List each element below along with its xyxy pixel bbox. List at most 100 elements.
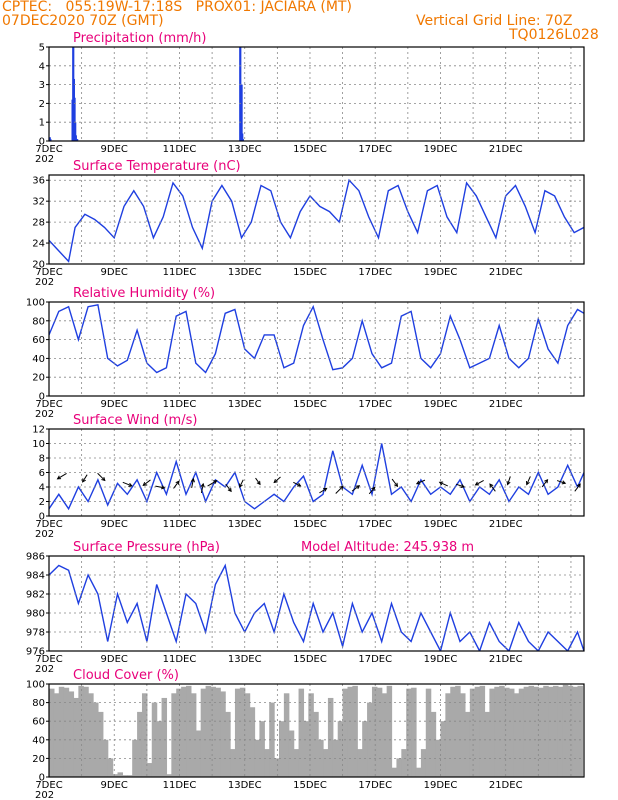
series-rh [49, 303, 584, 374]
y-tick-label: 2 [39, 497, 45, 508]
y-tick-label: 20 [32, 754, 45, 765]
x-tick-label: 15DEC [293, 267, 327, 278]
x-tick-label: 19DEC [424, 267, 458, 278]
wind-arrow-head [371, 486, 376, 492]
x-tick-label: 11DEC [163, 519, 197, 530]
cloud-bar [73, 697, 79, 777]
cloud-bar [107, 758, 114, 777]
x-tick-label: 17DEC [358, 780, 392, 791]
cloud-bar [141, 693, 148, 777]
cloud-bar [171, 693, 177, 777]
wind-arrow [507, 476, 511, 485]
x-year-label: 202 [35, 277, 54, 288]
cloud-bar [584, 685, 589, 777]
cloud-bar [362, 721, 368, 777]
precip-bar [74, 135, 77, 141]
x-tick-label: 9DEC [101, 267, 128, 278]
cloud-bar [288, 730, 295, 777]
x-tick-label: 17DEC [358, 654, 392, 665]
x-tick-label: 17DEC [358, 267, 392, 278]
cloud-bar [484, 711, 490, 777]
cloud-bar [49, 688, 55, 777]
series-wind [49, 443, 584, 511]
cloud-bar [499, 685, 505, 777]
y-tick-label: 6 [39, 468, 45, 479]
cloud-bar [548, 686, 554, 777]
wind-arrow-head [213, 480, 218, 484]
x-tick-label: 13DEC [228, 519, 262, 530]
cloud-bar [244, 693, 251, 777]
cloud-bar [249, 707, 256, 777]
x-tick-label: 15DEC [293, 399, 327, 410]
wind-arrow-head [200, 482, 205, 488]
wind-arrow [97, 472, 106, 481]
cloud-bar [513, 693, 520, 777]
y-tick-label: 40 [32, 354, 45, 365]
cloud-bar [283, 693, 290, 777]
x-tick-label: 15DEC [293, 654, 327, 665]
wind-arrow [207, 480, 217, 487]
cloud-bar [254, 739, 261, 777]
cloud-bar [357, 749, 363, 777]
y-tick-label: 20 [32, 373, 45, 384]
cloud-bar [195, 730, 202, 777]
y-tick-label: 4 [39, 483, 45, 494]
wind-arrow-head [142, 481, 147, 486]
wind-arrow [475, 479, 484, 486]
x-tick-label: 21DEC [489, 267, 523, 278]
cloud-bar [567, 685, 574, 777]
wind-arrow-head [415, 480, 421, 485]
x-tick-label: 19DEC [424, 144, 458, 155]
cloud-bar [411, 687, 417, 777]
wind-arrow-head [544, 478, 549, 484]
cloud-bar [577, 685, 583, 777]
x-year-label: 202 [35, 664, 54, 675]
cloud-bar [137, 711, 143, 777]
cloud-bar [127, 775, 133, 777]
x-tick-label: 19DEC [424, 654, 458, 665]
x-tick-label: 15DEC [293, 144, 327, 155]
cloud-bar [234, 688, 241, 777]
x-tick-label: 7DEC [35, 519, 62, 530]
y-tick-label: 1 [39, 118, 45, 129]
panel-title: Relative Humidity (%) [73, 286, 215, 301]
series-line-pressure [49, 563, 584, 651]
cloud-bar [190, 693, 197, 777]
precip-bar [74, 122, 77, 141]
cloud-bar [401, 749, 407, 777]
wind-arrow-head [474, 481, 480, 486]
cloud-bar [313, 711, 319, 777]
wind-arrow [225, 483, 232, 492]
wind-arrow-head [460, 483, 466, 489]
wind-arrow [200, 483, 204, 494]
cloud-bar [274, 758, 280, 777]
panel-title: Surface Wind (m/s) [73, 413, 197, 428]
cloud-bar [489, 688, 495, 777]
x-tick-label: 21DEC [489, 399, 523, 410]
wind-arrow [82, 474, 88, 483]
cloud-bar [53, 693, 60, 777]
cloud-bar [557, 686, 564, 777]
x-tick-label: 21DEC [489, 519, 523, 530]
wind-arrow [351, 485, 360, 492]
series-line-temp [49, 178, 584, 263]
precip-bar [76, 139, 79, 141]
cloud-bar [553, 685, 559, 777]
cloud-bar [420, 749, 427, 777]
wind-arrow-head [561, 480, 567, 485]
x-tick-label: 13DEC [228, 654, 262, 665]
series-precip [49, 47, 244, 141]
x-tick-label: 13DEC [228, 144, 262, 155]
precip-bar [240, 84, 243, 141]
wind-arrow-head [82, 478, 86, 483]
cloud-bar [83, 686, 89, 777]
y-tick-label: 4 [39, 61, 45, 72]
panel-title: Cloud Cover (%) [73, 668, 179, 683]
wind-arrow-head [489, 483, 494, 488]
y-tick-label: 36 [32, 176, 45, 187]
wind-arrows [56, 472, 581, 495]
cloud-bar [205, 685, 212, 777]
precip-bar [73, 97, 76, 141]
cloud-bar [88, 693, 94, 777]
